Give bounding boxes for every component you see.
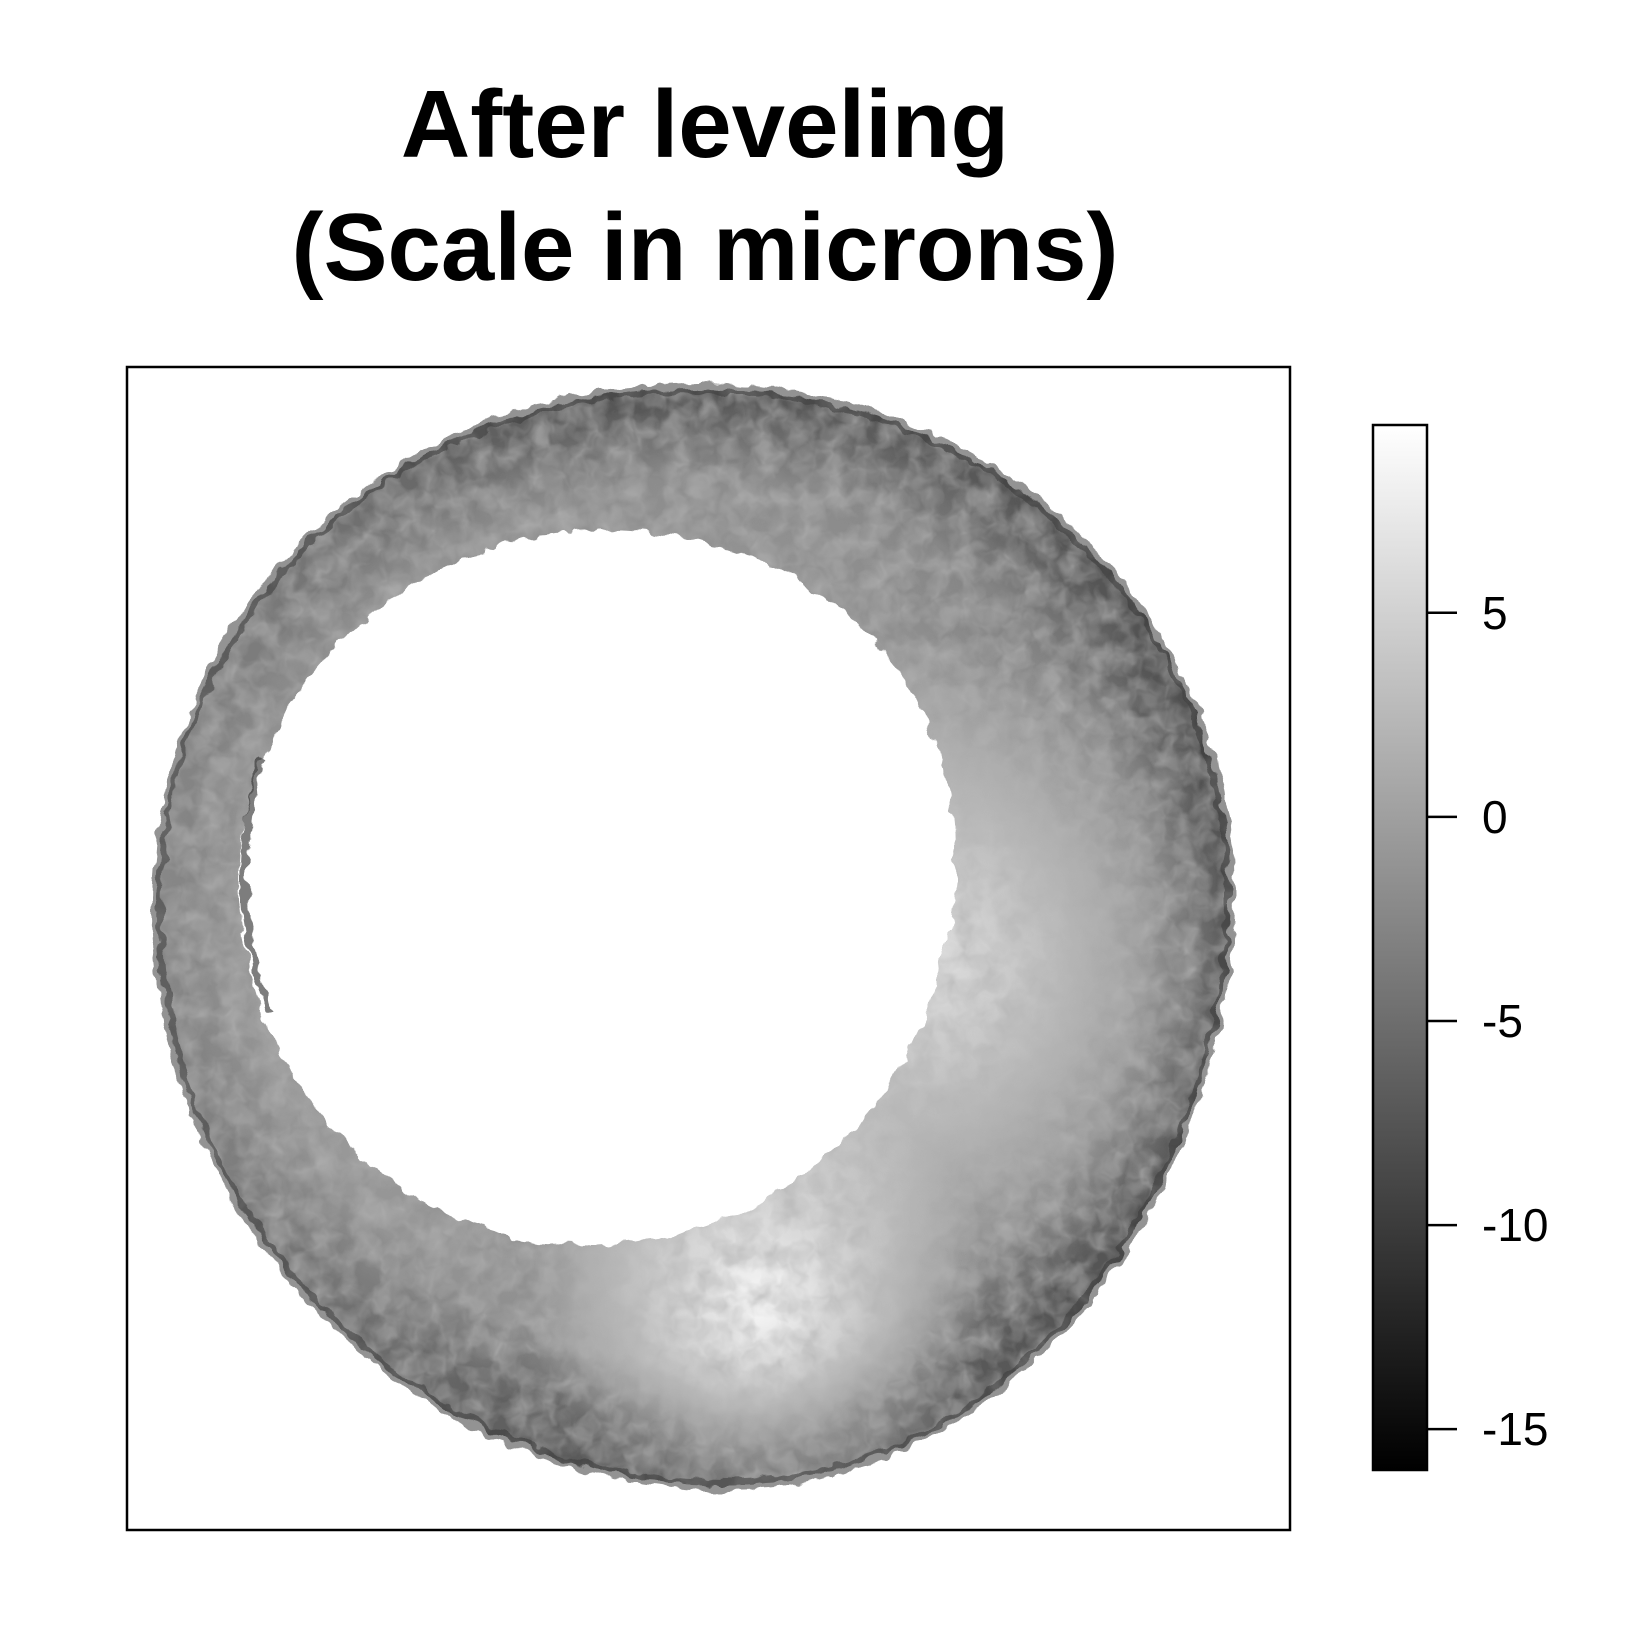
plot-frame: [125, 365, 1292, 1532]
surface-ring-grain: [158, 388, 1231, 1485]
colorbar-tick-label: -10: [1482, 1199, 1548, 1251]
surface-ring-rim: [152, 382, 1236, 1491]
heatmap-image: [152, 382, 1236, 1491]
colorbar: 5 0 -5 -10 -15: [1371, 423, 1548, 1472]
colorbar-tick-label: 5: [1482, 587, 1508, 639]
colorbar-axis: 5 0 -5 -10 -15: [1427, 587, 1548, 1455]
inner-edge-shadow: [241, 758, 274, 1012]
colorbar-tick-label: -5: [1482, 995, 1523, 1047]
chart-title-line-2: (Scale in microns): [292, 194, 1119, 301]
chart-title-line-1: After leveling: [401, 71, 1009, 178]
colorbar-tick-label: -15: [1482, 1403, 1548, 1455]
colorbar-gradient: [1371, 423, 1429, 1472]
colorbar-tick-label: 0: [1482, 791, 1508, 843]
